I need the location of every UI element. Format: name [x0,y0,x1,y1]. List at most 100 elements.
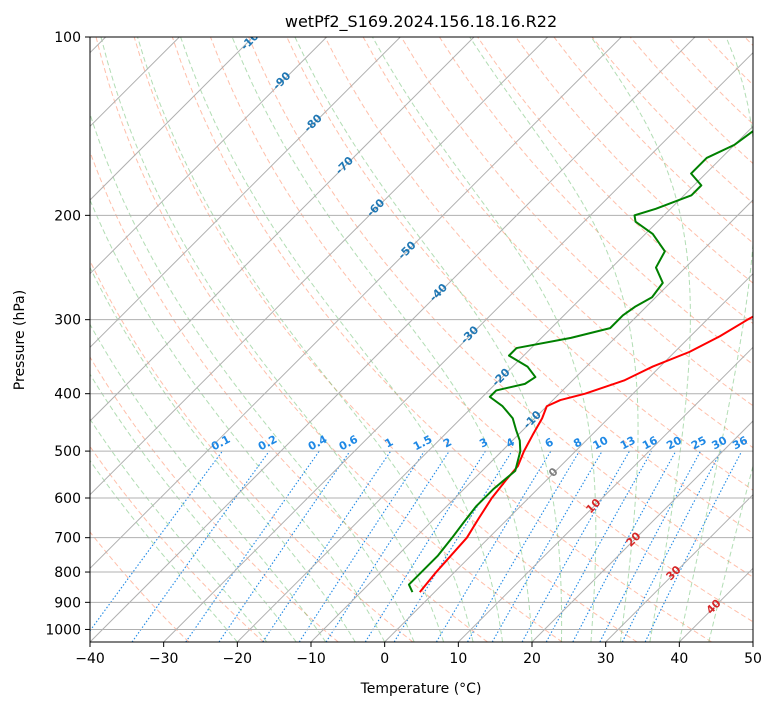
mixing-ratio-label: 13 [618,434,638,453]
dry-adiabat-line [210,37,753,623]
y-tick-label: 500 [54,444,81,460]
mixing-ratio-label: 16 [640,434,660,453]
mixing-ratio-line [545,450,653,642]
x-tick-label: −20 [223,651,253,667]
isotherm-line [90,37,475,422]
sounding-series [407,129,753,593]
isotherm-line [90,37,401,349]
isotherm-line [605,493,753,642]
moist-adiabat-line [180,37,504,642]
dry-adiabat-line [90,356,339,642]
y-tick-label: 800 [54,565,81,581]
mixing-ratio-line [218,450,351,642]
y-tick-label: 700 [54,531,81,547]
moist-adiabat-line [100,37,445,642]
isotherm-line [90,37,549,496]
x-tick-label: −10 [296,651,326,667]
mixing-ratio-label: 30 [710,434,730,453]
x-axis-label: Temperature (°C) [360,681,482,697]
x-tick-label: −30 [149,651,179,667]
moist-adiabat-line [137,37,474,642]
isotherm-line [310,199,753,642]
dry-adiabat-line [90,531,190,642]
mixing-ratio-line [262,450,392,642]
mixing-ratio-line [90,450,223,632]
moist-adiabat-line [90,373,297,642]
x-tick-label: 20 [523,651,541,667]
chart-title: wetPf2_S169.2024.156.18.16.R22 [285,12,557,32]
dry-adiabat-line [439,37,753,366]
mixing-ratio-label: 20 [664,434,684,453]
mixing-ratio-line [644,450,743,642]
isotherms [90,37,753,642]
moist-adiabat-line [90,418,268,642]
moist-adiabat-line [469,37,639,642]
x-tick-label: 50 [744,651,762,667]
moist-adiabat-line [90,198,386,642]
mixing-ratio-line [185,450,320,642]
dry-adiabat-line [248,37,753,578]
mixing-ratio-line [435,450,552,642]
mixing-ratio-line [621,450,722,642]
y-axis-label: Pressure (hPa) [12,290,28,390]
pressure-gridlines [90,37,753,630]
y-tick-label: 300 [54,313,81,329]
moist-adiabat-line [90,323,327,642]
y-tick-label: 400 [54,387,81,403]
moist-adiabat-line [590,37,691,642]
moist-adiabat-line [294,37,563,642]
dry-adiabat-line [90,150,488,642]
dewpoint-profile-line [407,129,753,593]
mixing-ratio-line [521,450,630,642]
isotherm-line [90,37,328,275]
mixing-ratio-line [599,450,702,642]
y-tick-label: 200 [54,208,81,224]
plot-area: 0.1 0.2 0.4 0.6 1 1.5 2 3 4 6 8 10 13 16 20 25 30 36-100-… [90,37,753,642]
isotherm-line [90,37,696,642]
moist-adiabats [90,37,753,642]
moist-adiabat-line [678,37,753,642]
axis-ticks: −40 −30 −20 −10 0 10 20 30 40 50 1000 900 800 700 600 5… [45,30,762,667]
moist-adiabat-line [90,459,238,642]
moist-adiabat-line [372,37,597,642]
dry-adiabat-line [515,37,753,284]
moist-adiabat-line [708,464,753,642]
mixing-ratio-line [298,450,425,642]
dry-adiabat-line [133,37,638,642]
y-tick-label: 100 [54,30,81,46]
mixing-ratio-line [572,450,677,642]
mixing-ratio-line [364,450,486,642]
dry-adiabat-line [400,37,753,407]
isotherm-line [236,125,753,642]
temperature-profile-line [419,315,753,593]
mixing-ratio-line [393,450,513,642]
isotherm-line [90,37,254,201]
mixing-ratio-label: 36 [730,434,750,453]
dry-adiabat-line [95,37,563,642]
y-tick-label: 1000 [45,622,81,638]
isotherm-line [457,346,753,642]
x-tick-label: 10 [449,651,467,667]
x-tick-label: −40 [75,651,105,667]
plot-frame [89,36,754,643]
isotherm-line [90,37,622,570]
x-tick-label: 30 [597,651,615,667]
isotherm-line [531,420,753,642]
mixing-ratio-line [325,450,450,642]
isotherm-line [163,51,753,642]
mixing-ratio-label: 25 [689,434,709,453]
x-tick-label: 40 [670,651,688,667]
dry-adiabat-line [90,445,264,642]
moist-adiabat-line [231,37,533,642]
x-tick-label: 0 [380,651,389,667]
moist-adiabat-line [90,266,356,642]
y-tick-label: 900 [54,595,81,611]
isotherm-line [384,272,753,642]
mixing-ratio-line [131,450,270,642]
mixing-ratio-lines [90,450,743,642]
mixing-ratio-label: 10 [591,434,611,453]
dry-adiabat-line [324,37,753,491]
y-tick-label: 600 [54,491,81,507]
